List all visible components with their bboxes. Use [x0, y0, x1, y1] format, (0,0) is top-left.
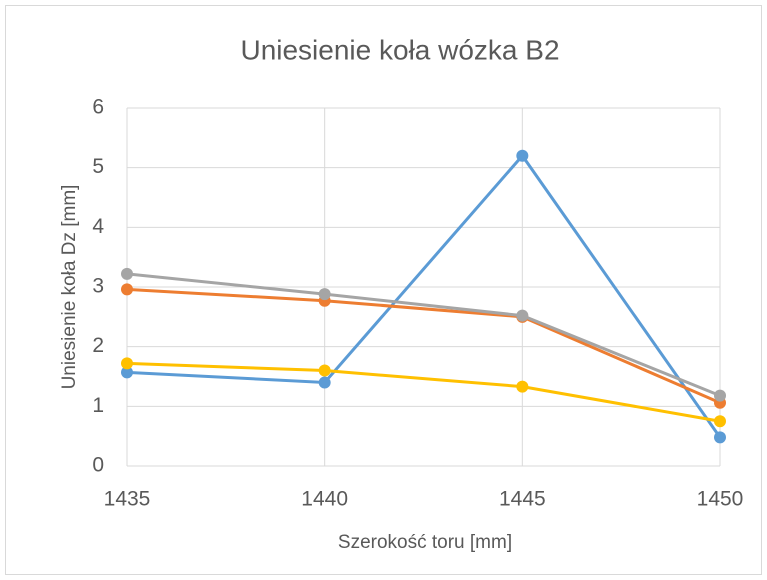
y-tick-label: 2 — [92, 334, 104, 357]
y-axis-title: Uniesienie koła Dz [mm] — [59, 185, 80, 390]
x-tick-label: 1435 — [104, 488, 151, 511]
series-marker — [516, 149, 529, 162]
series-marker — [714, 431, 726, 444]
series-line — [126, 287, 721, 405]
x-tick-label: 1450 — [697, 488, 744, 511]
x-axis-title: Szerokość toru [mm] — [338, 532, 512, 553]
series-marker — [714, 389, 726, 402]
series-marker — [516, 380, 529, 393]
y-tick-label: 5 — [92, 155, 104, 178]
series-marker — [714, 415, 726, 428]
series-marker — [121, 267, 133, 280]
series-marker — [121, 357, 133, 370]
x-tick-label: 1440 — [301, 488, 348, 511]
chart-title: Uniesienie koła wózka B2 — [240, 34, 559, 65]
series-marker — [516, 309, 529, 322]
y-tick-label: 0 — [92, 454, 104, 477]
series-line — [126, 361, 721, 423]
y-tick-label: 6 — [92, 96, 104, 119]
series-marker — [318, 288, 331, 301]
series-marker — [318, 364, 331, 377]
y-tick-label: 1 — [92, 394, 104, 417]
y-tick-label: 4 — [92, 215, 104, 238]
series-marker — [121, 366, 133, 379]
series-marker — [121, 283, 133, 296]
x-tick-label: 1445 — [499, 488, 546, 511]
series-line — [126, 153, 722, 439]
series-marker — [318, 376, 331, 389]
series-line — [126, 272, 721, 397]
y-tick-label: 3 — [92, 275, 104, 298]
